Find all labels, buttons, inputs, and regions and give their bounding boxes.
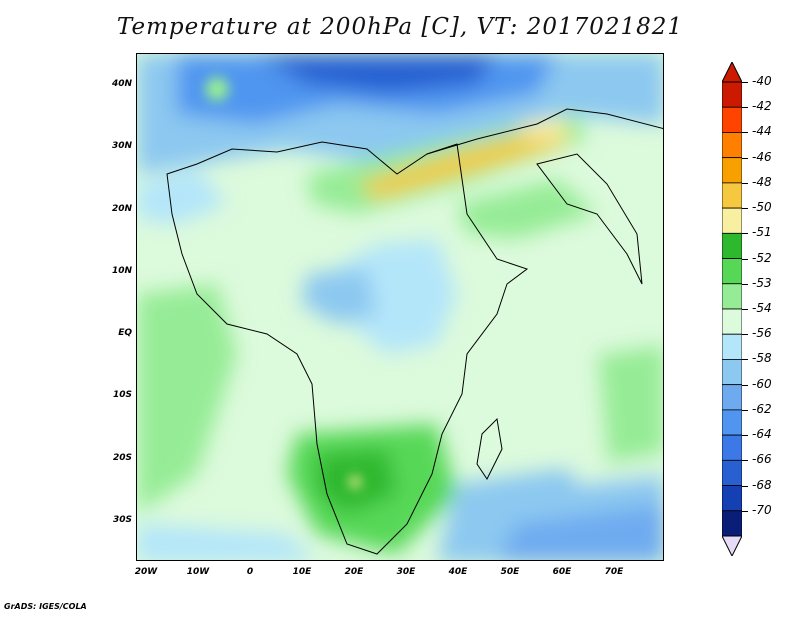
- colorbar-box: [722, 106, 742, 133]
- colorbar-tick: [742, 384, 748, 386]
- lon-label-20e: 20E: [344, 567, 364, 577]
- colorbar-tick: [742, 334, 748, 336]
- colorbar-label: -60: [752, 376, 772, 391]
- arabia-india-coastline: [536, 153, 643, 285]
- lon-label-40e: 40E: [448, 567, 468, 577]
- colorbar-tick: [742, 485, 748, 487]
- colorbar-label: -70: [752, 502, 772, 517]
- africa-coastline: [166, 141, 529, 555]
- lon-label-10w: 10W: [186, 567, 210, 577]
- colorbar: [722, 62, 742, 556]
- colorbar-tick: [742, 132, 748, 134]
- lat-label-20s: 20S: [112, 453, 132, 463]
- colorbar-box: [722, 132, 742, 159]
- lon-label-20w: 20W: [134, 567, 158, 577]
- colorbar-tick: [742, 359, 748, 361]
- colorbar-tick: [742, 309, 748, 310]
- colorbar-label: -68: [752, 477, 772, 492]
- colorbar-box: [722, 510, 742, 537]
- colorbar-box: [722, 333, 742, 360]
- chart-title: Temperature at 200hPa [C], VT: 201702182…: [116, 14, 684, 40]
- colorbar-tick: [742, 409, 748, 411]
- colorbar-box: [722, 409, 742, 436]
- colorbar-label: -54: [752, 301, 772, 315]
- lat-label-30s: 30S: [112, 515, 132, 525]
- colorbar-top-arrow: [722, 62, 742, 83]
- colorbar-tick: [742, 82, 748, 83]
- temperature-map: [136, 53, 664, 561]
- colorbar-tick: [742, 460, 748, 462]
- lon-label-60e: 60E: [552, 567, 572, 577]
- colorbar-box: [722, 434, 742, 461]
- colorbar-label: -52: [752, 250, 772, 265]
- colorbar-box: [722, 384, 742, 411]
- colorbar-box: [722, 258, 742, 285]
- colorbar-label: -44: [752, 124, 772, 139]
- lon-label-30e: 30E: [396, 567, 416, 577]
- colorbar-tick: [742, 182, 748, 184]
- lat-label-40n: 40N: [111, 79, 132, 89]
- colorbar-box: [722, 485, 742, 512]
- lon-label-50e: 50E: [500, 567, 520, 577]
- colorbar-label: -58: [752, 351, 772, 366]
- colorbar-label: -40: [752, 74, 772, 88]
- colorbar-tick: [742, 208, 748, 210]
- colorbar-label: -51: [752, 225, 772, 240]
- colorbar-box: [722, 207, 742, 234]
- lat-label-20n: 20N: [111, 204, 132, 214]
- map-canvas: [137, 54, 663, 560]
- colorbar-box: [722, 359, 742, 386]
- colorbar-tick: [742, 157, 748, 159]
- lon-label-70e: 70E: [604, 567, 624, 577]
- footer-credit: GrADS: IGES/COLA: [4, 602, 87, 611]
- colorbar-tick: [742, 258, 748, 260]
- colorbar-box: [722, 283, 742, 310]
- middle-east-coastline: [426, 108, 663, 155]
- lat-label-10n: 10N: [111, 266, 132, 276]
- colorbar-box: [722, 459, 742, 486]
- colorbar-tick: [742, 107, 748, 109]
- lat-label-30n: 30N: [111, 141, 132, 151]
- colorbar-tick: [742, 283, 748, 285]
- madagascar-coastline: [476, 417, 503, 480]
- colorbar-label: -64: [752, 427, 772, 442]
- colorbar-box: [722, 232, 742, 259]
- colorbar-label: -42: [752, 99, 772, 114]
- colorbar-label: -48: [752, 174, 772, 189]
- colorbar-label: -53: [752, 275, 772, 290]
- colorbar-box: [722, 308, 742, 335]
- lat-label-10s: 10S: [112, 390, 132, 400]
- colorbar-box: [722, 81, 742, 108]
- colorbar-box: [722, 182, 742, 209]
- colorbar-bottom-arrow: [722, 535, 742, 556]
- colorbar-tick: [742, 435, 748, 437]
- colorbar-label: -56: [752, 326, 772, 341]
- lon-label-0: 0: [246, 567, 254, 577]
- colorbar-label: -62: [752, 401, 772, 416]
- colorbar-label: -50: [752, 200, 772, 215]
- colorbar-label: -66: [752, 452, 772, 467]
- colorbar-tick: [742, 510, 748, 512]
- lat-label-eq: EQ: [118, 328, 132, 338]
- lon-label-10e: 10E: [292, 567, 312, 577]
- colorbar-box: [722, 157, 742, 184]
- colorbar-label: -46: [752, 149, 772, 164]
- colorbar-tick: [742, 233, 748, 235]
